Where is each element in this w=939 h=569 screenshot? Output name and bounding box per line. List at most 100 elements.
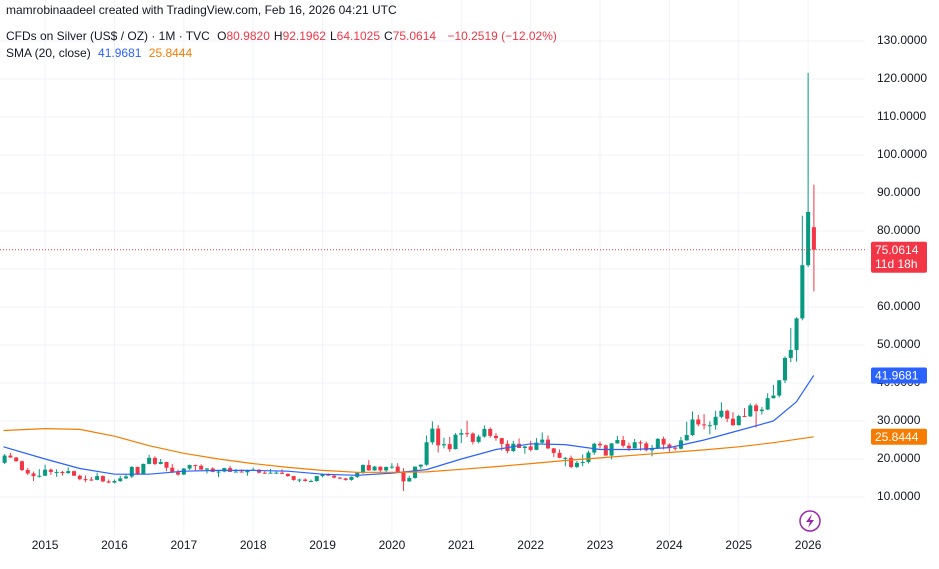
candle-body	[707, 425, 712, 427]
candle-body	[811, 227, 816, 250]
candle-body	[725, 410, 730, 419]
candle-body	[19, 461, 24, 471]
candle-body	[170, 467, 175, 473]
candle-body	[569, 457, 574, 467]
candle-body	[638, 442, 643, 444]
candle-body	[384, 466, 389, 471]
candle-body	[8, 455, 13, 458]
candle-body	[31, 473, 36, 477]
candle-body	[424, 442, 429, 465]
candle-body	[488, 428, 493, 436]
candle-body	[528, 446, 533, 450]
candle-body	[667, 444, 672, 448]
ohlc-value: 92.1962	[282, 29, 326, 43]
candle-body	[164, 462, 169, 468]
candle-body	[303, 479, 308, 482]
candle-body	[332, 475, 337, 478]
candle-body	[118, 478, 123, 482]
candle-body	[389, 466, 394, 468]
candle-body	[245, 470, 250, 473]
candle-body	[621, 439, 626, 446]
price-label-box	[871, 367, 927, 384]
candle-body	[632, 442, 637, 449]
x-tick-label: 2020	[379, 538, 406, 552]
candle-body	[262, 472, 267, 474]
candle-body	[522, 446, 527, 448]
candle-body	[43, 469, 48, 476]
candle-body	[661, 438, 666, 445]
candle-body	[152, 457, 157, 464]
candle-body	[702, 424, 707, 426]
change: −10.2519 (−12.02%)	[447, 29, 557, 43]
candle-body	[447, 444, 452, 450]
candle-body	[337, 477, 342, 479]
candle-body	[187, 465, 192, 469]
candle-body	[193, 465, 198, 467]
candle-body	[60, 471, 65, 474]
candle-body	[551, 448, 556, 453]
y-tick-label: 20.0000	[877, 451, 921, 465]
candle-body	[690, 419, 695, 436]
candle-body	[14, 457, 19, 462]
candle-body	[176, 472, 181, 475]
events-icon[interactable]	[799, 510, 821, 532]
candle-body	[147, 457, 152, 464]
legend-indicator: SMA (20, close) 41.9681 25.8444	[6, 46, 196, 60]
candle-body	[684, 435, 689, 441]
x-tick-label: 2021	[448, 538, 475, 552]
candle-body	[730, 418, 735, 426]
candle-body	[574, 462, 579, 467]
credit: mamrobinaadeel created with TradingView.…	[6, 3, 397, 17]
candle-body	[465, 433, 470, 435]
candle-body	[158, 462, 163, 464]
candle-body	[459, 433, 464, 435]
indicator-value: 25.8444	[148, 46, 193, 60]
candle-body	[673, 447, 678, 449]
ohlc-key: L	[329, 29, 337, 43]
candle-body	[470, 433, 475, 442]
candle-body	[430, 428, 435, 443]
candle-body	[586, 452, 591, 463]
candle-body	[748, 405, 753, 417]
candle-body	[216, 471, 221, 473]
candle-body	[95, 476, 100, 480]
candle-body	[482, 428, 487, 437]
candle-body	[540, 439, 545, 443]
candle-body	[800, 265, 805, 319]
y-tick-label: 120.0000	[877, 71, 927, 85]
y-tick-label: 80.0000	[877, 223, 921, 237]
x-tick-label: 2015	[32, 538, 59, 552]
candle-body	[407, 477, 412, 482]
candle-body	[199, 465, 204, 470]
candle-body	[372, 466, 377, 471]
candle-body	[71, 471, 77, 476]
y-tick-label: 90.0000	[877, 185, 921, 199]
candle-body	[788, 349, 793, 358]
candle-body	[777, 380, 782, 396]
candle-body	[314, 476, 319, 482]
candle-body	[141, 463, 146, 475]
candle-body	[736, 416, 741, 426]
candle-body	[782, 357, 788, 381]
candle-body	[534, 442, 539, 450]
candle-body	[644, 443, 649, 451]
candle-body	[794, 318, 799, 350]
candle-body	[112, 481, 117, 483]
price-label: 41.9681	[875, 369, 919, 383]
indicator-name: SMA (20, close)	[6, 46, 91, 60]
candle-body	[655, 438, 660, 448]
candle-body	[742, 416, 747, 418]
y-tick-label: 10.0000	[877, 489, 921, 503]
x-tick-label: 2017	[170, 538, 197, 552]
y-tick-label: 30.0000	[877, 413, 921, 427]
sma-line	[3, 375, 815, 476]
candle-body	[366, 465, 371, 471]
candle-body	[759, 409, 764, 412]
plot-area	[0, 72, 865, 491]
ohlc-key: H	[273, 29, 283, 43]
candle-body	[320, 474, 325, 477]
x-tick-label: 2018	[240, 538, 267, 552]
candle-body	[274, 472, 279, 474]
